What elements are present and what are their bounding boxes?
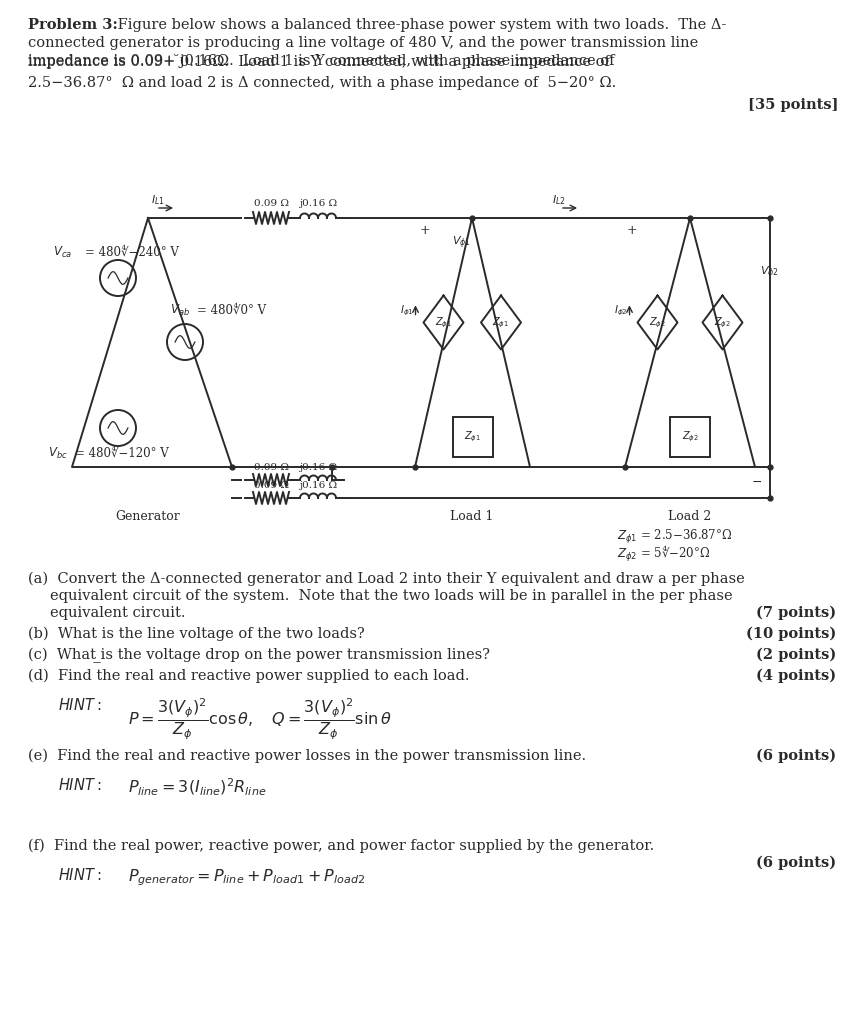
Bar (452, 417, 493, 457)
Text: $HINT:$: $HINT:$ (58, 697, 101, 713)
Text: Load 1: Load 1 (451, 510, 494, 523)
Text: (a)  Convert the Δ-connected generator and Load 2 into their Y equivalent and dr: (a) Convert the Δ-connected generator an… (28, 572, 745, 587)
Text: $I_{\phi1}$: $I_{\phi1}$ (400, 303, 414, 317)
Text: $I_{L2}$: $I_{L2}$ (552, 194, 566, 207)
Text: j0.16 Ω: j0.16 Ω (299, 481, 337, 490)
Text: +: + (420, 223, 431, 237)
Text: $Z_{\phi1}$: $Z_{\phi1}$ (493, 315, 509, 330)
Text: $Z_{\phi1}$: $Z_{\phi1}$ (435, 315, 452, 330)
Text: $Z_{\phi1}$: $Z_{\phi1}$ (464, 430, 481, 444)
Text: (e)  Find the real and reactive power losses in the power transmission line.: (e) Find the real and reactive power los… (28, 749, 587, 763)
Text: $I_{\phi2}$: $I_{\phi2}$ (614, 303, 628, 317)
Text: $Z_{\phi2}$: $Z_{\phi2}$ (649, 315, 666, 330)
Text: = 480∜−120° V: = 480∜−120° V (75, 446, 169, 460)
Text: = 480∜−240° V: = 480∜−240° V (85, 246, 179, 258)
Text: connected generator is producing a line voltage of 480 V, and the power transmis: connected generator is producing a line … (28, 36, 698, 50)
Text: 2.5−36.87°  Ω and load 2 is Δ connected, with a phase impedance of  5−20° Ω.: 2.5−36.87° Ω and load 2 is Δ connected, … (28, 76, 617, 90)
Bar (670, 417, 710, 457)
Text: $V_{\phi2}$: $V_{\phi2}$ (760, 265, 779, 282)
Text: $I_{L1}$: $I_{L1}$ (151, 194, 165, 207)
Text: 0.09 Ω: 0.09 Ω (254, 481, 288, 490)
Text: Problem 3:: Problem 3: (28, 18, 118, 32)
Text: $HINT:$: $HINT:$ (58, 867, 101, 883)
Text: $P = \dfrac{3(V_{\phi})^2}{Z_{\phi}}\cos\theta, \quad Q = \dfrac{3(V_{\phi})^2}{: $P = \dfrac{3(V_{\phi})^2}{Z_{\phi}}\cos… (128, 697, 392, 742)
Text: (c)  What ̲is the voltage drop on the power transmission lines?: (c) What ̲is the voltage drop on the pow… (28, 648, 490, 664)
Text: = 480∜0° V: = 480∜0° V (197, 303, 266, 316)
Text: $P_{generator} = P_{line} + P_{load1} + P_{load2}$: $P_{generator} = P_{line} + P_{load1} + … (128, 867, 366, 888)
Text: $V_{bc}$: $V_{bc}$ (48, 445, 68, 461)
Text: $Z_{\phi1}$ = 2.5−36.87°Ω: $Z_{\phi1}$ = 2.5−36.87°Ω (617, 528, 733, 546)
Text: $V_{ca}$: $V_{ca}$ (53, 245, 72, 259)
Text: −: − (752, 475, 763, 488)
Text: $Z_{\phi2}$: $Z_{\phi2}$ (681, 430, 698, 444)
Text: impedance is 0.09+ j0.16Ω.  Load 1 is Y connected, with a phase impedance of: impedance is 0.09+ j0.16Ω. Load 1 is Y c… (28, 54, 615, 68)
Text: j0.16 Ω: j0.16 Ω (299, 200, 337, 209)
Text: +: + (627, 223, 637, 237)
Text: (10 points): (10 points) (746, 627, 836, 641)
Text: (4 points): (4 points) (756, 669, 836, 683)
Text: Generator: Generator (115, 510, 181, 523)
Text: (f)  Find the real power, reactive power, and power factor supplied by the gener: (f) Find the real power, reactive power,… (28, 839, 654, 853)
Text: Figure below shows a balanced three-phase power system with two loads.  The Δ-: Figure below shows a balanced three-phas… (113, 18, 727, 32)
Text: (6 points): (6 points) (756, 749, 836, 763)
Text: (2 points): (2 points) (756, 648, 836, 663)
Text: $Z_{\phi2}$ = 5∜−20°Ω: $Z_{\phi2}$ = 5∜−20°Ω (617, 544, 710, 564)
Text: (d)  Find the real and reactive power supplied to each load.: (d) Find the real and reactive power sup… (28, 669, 470, 683)
Text: Load 2: Load 2 (668, 510, 711, 523)
Text: $V_{\phi1}$: $V_{\phi1}$ (452, 234, 470, 251)
Text: equivalent circuit.: equivalent circuit. (50, 606, 186, 620)
Text: (b)  What is the line voltage of the two loads?: (b) What is the line voltage of the two … (28, 627, 365, 641)
Text: $Z_{\phi2}$: $Z_{\phi2}$ (714, 315, 731, 330)
Text: $HINT:$: $HINT:$ (58, 777, 101, 793)
Text: $V_{ab}$: $V_{ab}$ (170, 302, 190, 317)
Text: equivalent circuit of the system.  Note that the two loads will be in parallel i: equivalent circuit of the system. Note t… (50, 589, 733, 603)
Text: impedance is 0.09+ ̆0.16Ω.  Load 1 is Y connected, with a phase impedance of: impedance is 0.09+ ̆0.16Ω. Load 1 is Y c… (28, 54, 610, 70)
Text: j0.16 Ω: j0.16 Ω (299, 464, 337, 472)
Text: $P_{line} = 3(I_{line})^2 R_{line}$: $P_{line} = 3(I_{line})^2 R_{line}$ (128, 777, 267, 798)
Text: 0.09 Ω: 0.09 Ω (254, 200, 288, 209)
Text: (6 points): (6 points) (756, 856, 836, 870)
Text: (7 points): (7 points) (756, 606, 836, 621)
Text: [35 points]: [35 points] (747, 98, 838, 112)
Text: 0.09 Ω: 0.09 Ω (254, 464, 288, 472)
